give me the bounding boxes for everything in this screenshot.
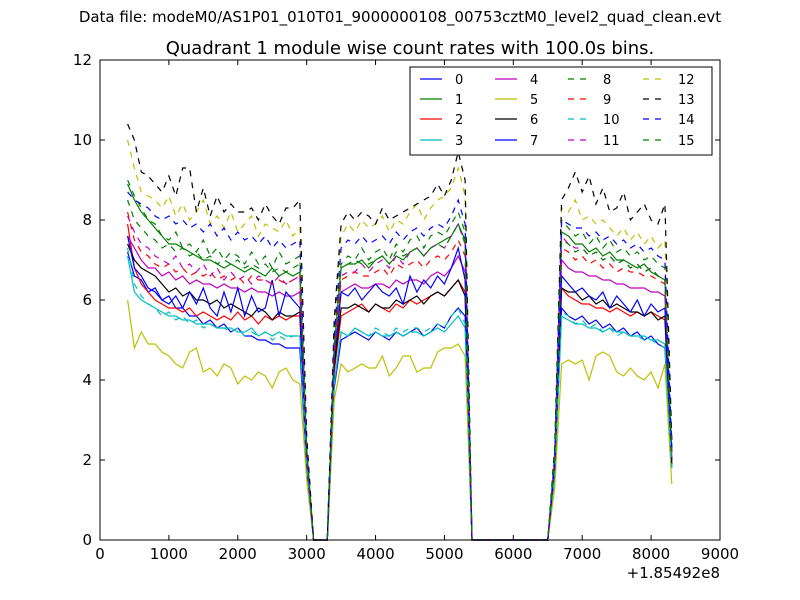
legend-box — [409, 66, 713, 156]
y-tick-label: 4 — [82, 371, 92, 389]
legend-label-11: 11 — [603, 134, 620, 149]
y-tick-label: 0 — [82, 531, 92, 549]
series-line-13 — [127, 123, 673, 541]
legend-label-0: 0 — [455, 73, 463, 88]
legend-label-5: 5 — [530, 93, 538, 108]
legend-label-2: 2 — [455, 113, 463, 128]
legend-label-14: 14 — [678, 113, 695, 128]
series-line-6 — [127, 243, 673, 541]
x-tick-label: 6000 — [494, 545, 532, 563]
x-axis: 0 1000 2000 3000 4000 5000 6000 7000 8000 9000 — [95, 60, 739, 563]
legend-label-3: 3 — [455, 134, 463, 149]
figure-suptitle: Data file: modeM0/AS1P01_010T01_90000001… — [78, 8, 722, 26]
chart-title: Quadrant 1 module wise count rates with … — [166, 38, 655, 59]
x-tick-label: 3000 — [288, 545, 326, 563]
plot-area — [127, 123, 673, 541]
x-tick-label: 8000 — [632, 545, 670, 563]
x-tick-label: 1000 — [150, 545, 188, 563]
series-line-3 — [127, 255, 673, 541]
series-line-14 — [127, 191, 673, 541]
y-tick-label: 12 — [73, 51, 92, 69]
series-line-12 — [127, 139, 673, 541]
series-line-5 — [127, 299, 673, 541]
legend-label-4: 4 — [530, 73, 538, 88]
y-tick-label: 6 — [82, 291, 92, 309]
x-tick-label: 9000 — [701, 545, 739, 563]
series-line-1 — [127, 183, 673, 541]
x-tick-label: 5000 — [425, 545, 463, 563]
x-tick-label: 0 — [95, 545, 105, 563]
legend-label-6: 6 — [530, 113, 538, 128]
series-line-15 — [127, 199, 673, 541]
series-line-10 — [127, 247, 673, 541]
y-tick-label: 8 — [82, 211, 92, 229]
x-tick-label: 4000 — [356, 545, 394, 563]
y-tick-label: 10 — [73, 131, 92, 149]
legend-label-15: 15 — [678, 134, 695, 149]
legend-label-9: 9 — [603, 93, 611, 108]
series-line-7 — [127, 235, 673, 541]
legend-label-1: 1 — [455, 93, 463, 108]
series-line-11 — [127, 215, 673, 541]
x-offset-label: +1.85492e8 — [627, 564, 720, 582]
legend-label-8: 8 — [603, 73, 611, 88]
legend-label-13: 13 — [678, 93, 695, 108]
x-tick-label: 2000 — [219, 545, 257, 563]
legend-label-12: 12 — [678, 73, 695, 88]
x-tick-label: 7000 — [563, 545, 601, 563]
y-tick-label: 2 — [82, 451, 92, 469]
series-line-8 — [127, 179, 673, 541]
series-line-9 — [127, 211, 673, 541]
legend-label-7: 7 — [530, 134, 538, 149]
series-line-2 — [127, 223, 673, 541]
legend-label-10: 10 — [603, 113, 620, 128]
series-line-4 — [127, 235, 673, 541]
